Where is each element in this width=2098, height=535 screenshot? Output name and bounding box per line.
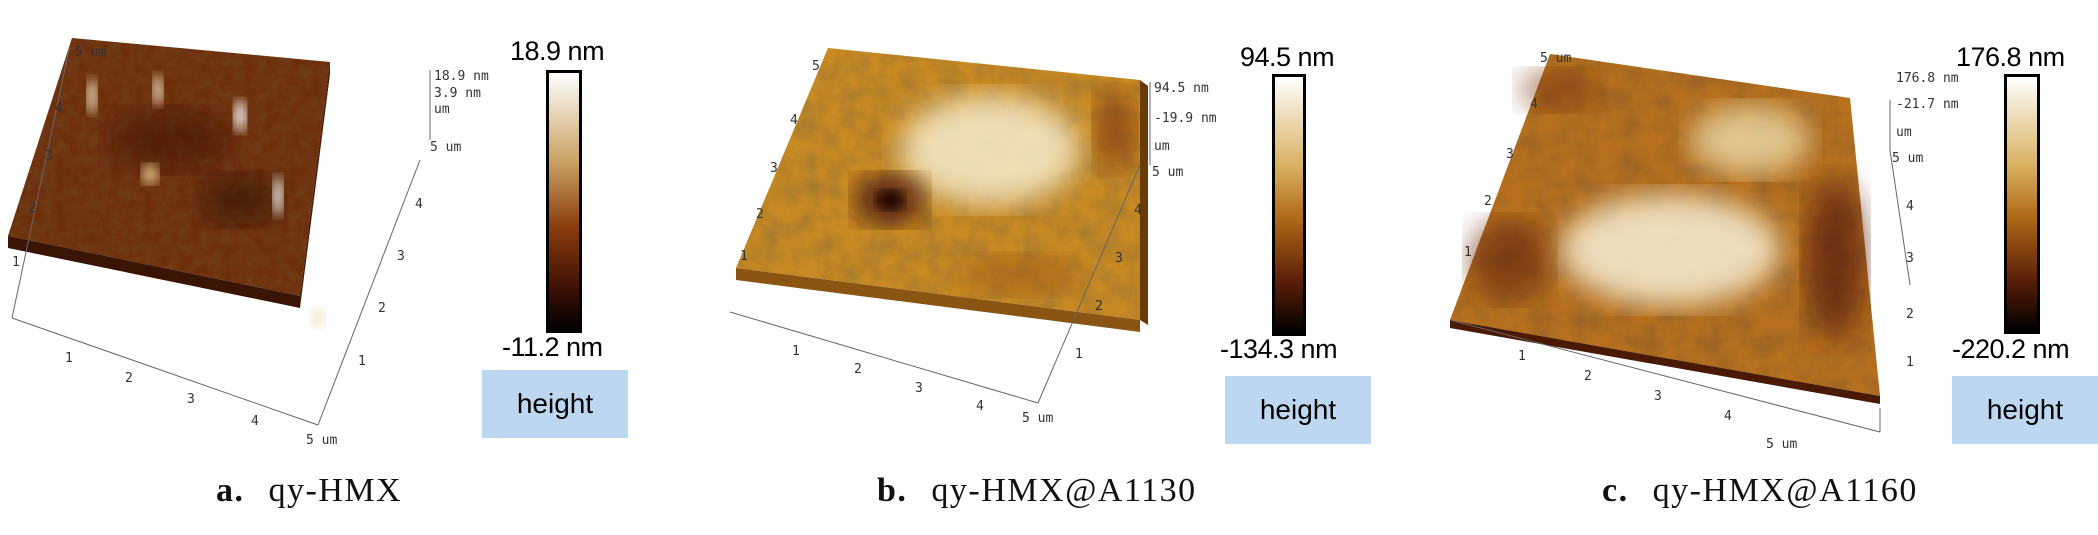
r-tick: 2: [1906, 307, 1914, 322]
scale-max-label: 94.5 nm: [1240, 42, 1335, 72]
caption-name: qy-HMX: [268, 472, 403, 509]
x-tick: 3: [1654, 389, 1662, 404]
scale-max-label: 176.8 nm: [1956, 42, 2065, 72]
scale-max-label: 18.9 nm: [510, 36, 605, 66]
x-tick: 4: [1724, 409, 1732, 424]
color-scale: [2004, 74, 2040, 334]
r-tick: 5 um: [430, 140, 461, 155]
r-tick: 1: [358, 354, 366, 369]
y-tick: 4: [55, 101, 63, 116]
x-tick: 3: [187, 392, 195, 407]
scale-min-label: -220.2 nm: [1952, 334, 2070, 364]
z-max-label: 94.5 nm: [1154, 81, 1209, 96]
axes-b: [729, 82, 1151, 404]
x-tick: 1: [1518, 349, 1526, 364]
caption-letter: c.: [1602, 472, 1629, 509]
axis-labels-b: 5 4 3 2 1 94.5 nm -19.9 nm um 5 um 1 2 3…: [740, 59, 1217, 426]
panel-c: 5 um 4 3 2 1 176.8 nm -21.7 nm um 5 um 1…: [1440, 0, 2098, 535]
panel-a: 5 um 18.9 nm 3.9 nm um 5 um 3 2 1 4 1 2 …: [0, 0, 700, 535]
x-tick: 2: [125, 371, 133, 386]
caption-b: b. qy-HMX@A1130: [877, 472, 1197, 510]
z-unit-label: um: [434, 102, 450, 117]
x-tick: 1: [65, 351, 73, 366]
r-tick: 1: [1075, 347, 1083, 362]
z-mid-label: -19.9 nm: [1154, 111, 1217, 126]
z-mid-label: 3.9 nm: [434, 86, 481, 101]
surface-a: [8, 38, 330, 328]
height-button[interactable]: height: [1952, 376, 2098, 444]
y-tick: 1: [1464, 245, 1472, 260]
y-tick: 5: [812, 59, 820, 74]
y-tick: 2: [28, 201, 36, 216]
y-tick: 2: [1484, 194, 1492, 209]
axes-c: [1449, 100, 1911, 433]
z-mid-label: -21.7 nm: [1896, 97, 1959, 112]
x-tick: 4: [251, 414, 259, 429]
r-tick: 2: [1095, 299, 1103, 314]
x-tick: 4: [976, 399, 984, 414]
axis-labels-c: 5 um 4 3 2 1 176.8 nm -21.7 nm um 5 um 1…: [1464, 51, 1959, 452]
r-tick: 3: [1115, 251, 1123, 266]
y-tick: 3: [45, 149, 53, 164]
x-tick: 2: [854, 362, 862, 377]
caption-letter: a.: [216, 472, 245, 509]
z-max-label: 18.9 nm: [434, 69, 489, 84]
surface-c: [1450, 54, 1880, 404]
scale-min-label: -11.2 nm: [502, 332, 603, 362]
caption-c: c. qy-HMX@A1160: [1602, 472, 1918, 510]
caption-name: qy-HMX@A1130: [931, 472, 1197, 509]
z-unit-label: um: [1896, 125, 1912, 140]
x-tick: 2: [1584, 369, 1592, 384]
y-tick: 4: [1530, 97, 1538, 112]
y-tick: 3: [1506, 147, 1514, 162]
y-tick: 1: [12, 255, 20, 270]
r-tick: 4: [1134, 203, 1142, 218]
x-tick: 1: [792, 344, 800, 359]
caption-name: qy-HMX@A1160: [1652, 472, 1918, 509]
axis-labels-a: 5 um 18.9 nm 3.9 nm um 5 um 3 2 1 4 1 2 …: [12, 45, 489, 448]
caption-a: a. qy-HMX: [216, 472, 402, 510]
height-button[interactable]: height: [1225, 376, 1371, 444]
y-tick: 1: [740, 249, 748, 264]
y-tick: 2: [756, 207, 764, 222]
surface-b: [736, 48, 1148, 332]
color-scale: [546, 70, 582, 333]
y-tick: 3: [770, 161, 778, 176]
r-tick: 5 um: [1152, 165, 1183, 180]
r-tick: 4: [415, 197, 423, 212]
r-tick: 2: [378, 301, 386, 316]
x-tick: 3: [915, 381, 923, 396]
corner-label: 5 um: [75, 45, 106, 60]
z-unit-label: um: [1154, 139, 1170, 154]
height-button[interactable]: height: [482, 370, 628, 438]
panel-b: 5 4 3 2 1 94.5 nm -19.9 nm um 5 um 1 2 3…: [720, 0, 1400, 535]
z-max-label: 176.8 nm: [1896, 71, 1959, 86]
y-tick: 4: [790, 113, 798, 128]
caption-letter: b.: [877, 472, 908, 509]
corner-label: 5 um: [1540, 51, 1571, 66]
afm-surface-c: 5 um 4 3 2 1 176.8 nm -21.7 nm um 5 um 1…: [1449, 51, 1959, 452]
afm-surface-a: 5 um 18.9 nm 3.9 nm um 5 um 3 2 1 4 1 2 …: [8, 38, 489, 448]
r-tick: 1: [1906, 355, 1914, 370]
r-tick: 5 um: [1892, 151, 1923, 166]
axes-a: [11, 44, 431, 426]
r-tick: 3: [1906, 251, 1914, 266]
x-tick: 5 um: [306, 433, 337, 448]
afm-surface-b: 5 4 3 2 1 94.5 nm -19.9 nm um 5 um 1 2 3…: [729, 48, 1217, 426]
x-tick: 5 um: [1022, 411, 1053, 426]
x-tick: 5 um: [1766, 437, 1797, 452]
r-tick: 3: [397, 249, 405, 264]
scale-min-label: -134.3 nm: [1220, 334, 1338, 364]
r-tick: 4: [1906, 199, 1914, 214]
color-scale: [1272, 74, 1306, 336]
